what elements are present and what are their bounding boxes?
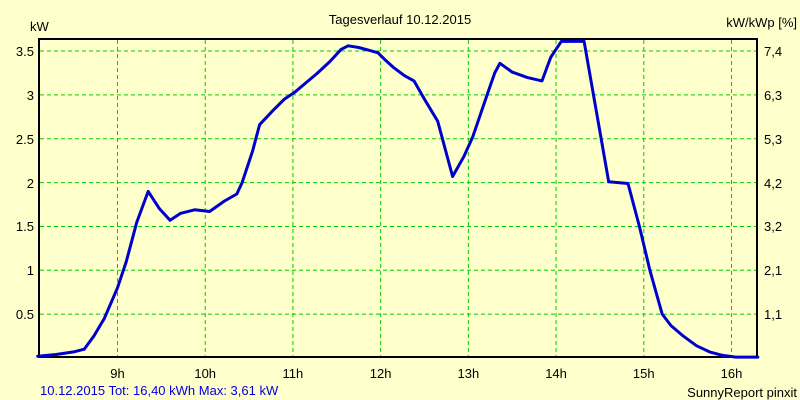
right-axis-unit-label: kW/kWp [%] <box>726 15 797 30</box>
plot-border <box>38 38 758 358</box>
right-axis-tick-label: 4,2 <box>764 175 783 191</box>
right-axis-tick-label: 7,4 <box>764 44 783 60</box>
left-axis-tick-label: 3.5 <box>15 44 34 60</box>
x-axis-tick-label: 14h <box>545 366 567 381</box>
right-axis-tick-label: 5,3 <box>764 131 783 147</box>
right-axis-tick-label: 3,2 <box>764 219 783 235</box>
app-credit-text: SunnyReport pinxit <box>687 385 797 400</box>
left-axis-tick-label: 0.5 <box>15 307 34 323</box>
x-axis-tick-label: 13h <box>457 366 480 381</box>
x-axis-tick-label: 15h <box>632 366 655 381</box>
x-axis-tick-label: 16h <box>720 366 743 381</box>
chart-title: Tagesverlauf 10.12.2015 <box>328 12 472 27</box>
left-axis-tick-label: 2 <box>26 175 34 191</box>
right-axis-tick-label: 2,1 <box>764 263 783 279</box>
x-axis-tick-label: 11h <box>282 366 304 381</box>
x-axis-tick-label: 12h <box>369 366 392 381</box>
left-axis-tick-label: 2.5 <box>15 131 34 147</box>
x-axis-tick-label: 10h <box>194 366 217 381</box>
left-axis-tick-label: 3 <box>26 87 34 103</box>
power-series-line <box>36 39 760 359</box>
left-axis-tick-label: 1 <box>26 263 34 279</box>
left-axis-tick-label: 1.5 <box>15 219 34 235</box>
x-axis-tick-label: 9h <box>110 366 125 381</box>
left-axis-unit-label: kW <box>30 19 49 34</box>
daily-summary-text: 10.12.2015 Tot: 16,40 kWh Max: 3,61 kW <box>40 383 279 398</box>
right-axis-tick-label: 1,1 <box>764 307 783 323</box>
right-axis-tick-label: 6,3 <box>764 87 783 103</box>
